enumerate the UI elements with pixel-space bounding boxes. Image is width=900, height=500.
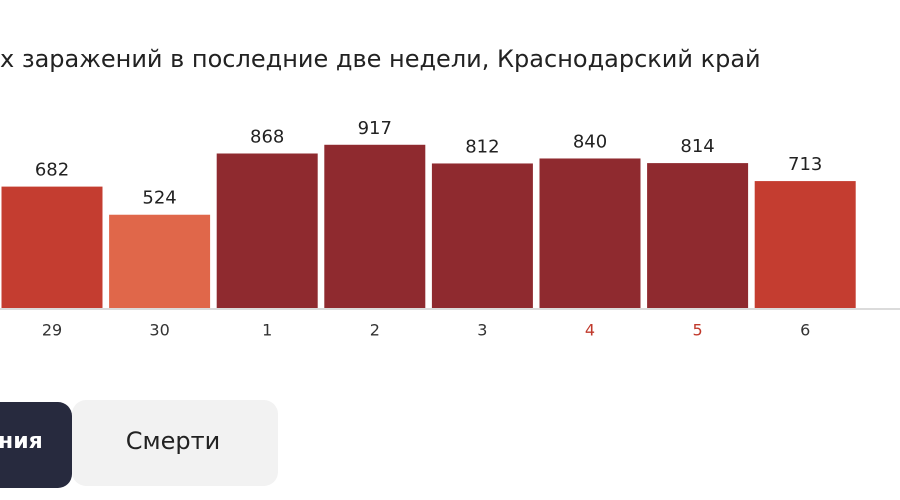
bar xyxy=(539,158,641,308)
tab-active[interactable] xyxy=(0,402,72,488)
tab[interactable] xyxy=(72,400,278,486)
bar xyxy=(754,181,856,308)
x-tick-label: 1 xyxy=(262,321,272,340)
x-tick-label: 3 xyxy=(477,321,487,340)
bar xyxy=(647,163,749,308)
x-tick-label: 2 xyxy=(370,321,380,340)
tab-label[interactable]: ния xyxy=(0,429,43,454)
value-label: 840 xyxy=(573,131,607,152)
bar xyxy=(324,144,426,308)
chart-title: х заражений в последние две недели, Крас… xyxy=(0,45,761,73)
bar xyxy=(216,153,318,308)
bar xyxy=(109,214,211,308)
value-label: 812 xyxy=(465,136,499,157)
value-label: 524 xyxy=(142,188,176,209)
tab-label[interactable]: Смерти xyxy=(126,427,220,455)
x-tick-label: 6 xyxy=(800,321,810,340)
value-label: 868 xyxy=(250,126,284,147)
value-label: 713 xyxy=(788,154,822,175)
x-tick-label: 4 xyxy=(585,321,595,340)
value-label: 917 xyxy=(358,118,392,139)
bar xyxy=(431,163,533,308)
x-tick-label: 5 xyxy=(693,321,703,340)
bar xyxy=(1,186,103,308)
value-label: 814 xyxy=(680,136,714,157)
x-tick-label: 29 xyxy=(42,321,62,340)
value-label: 682 xyxy=(35,160,69,181)
x-tick-label: 30 xyxy=(149,321,169,340)
